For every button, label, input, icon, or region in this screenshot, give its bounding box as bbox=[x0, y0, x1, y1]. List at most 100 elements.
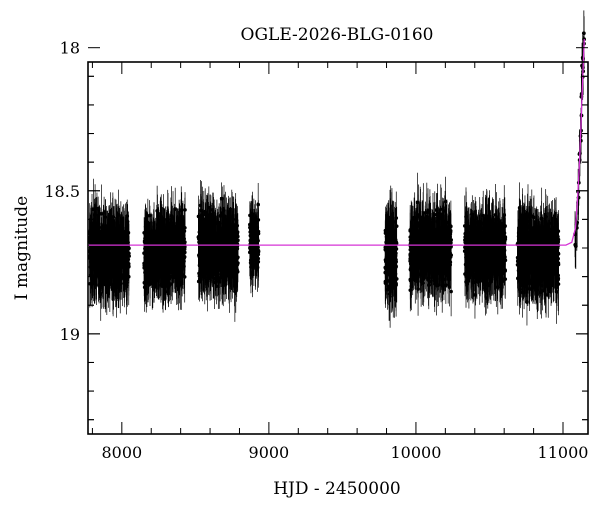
season-4 bbox=[383, 185, 399, 328]
data-point bbox=[108, 232, 112, 236]
season-0 bbox=[87, 178, 131, 321]
data-point bbox=[111, 218, 115, 223]
data-point bbox=[103, 262, 108, 266]
data-point bbox=[93, 275, 97, 280]
data-point bbox=[99, 238, 104, 243]
data-point bbox=[222, 208, 226, 212]
data-point bbox=[106, 229, 111, 233]
data-point bbox=[164, 249, 168, 254]
data-point bbox=[104, 247, 109, 252]
data-point bbox=[210, 236, 215, 241]
data-point bbox=[179, 255, 183, 259]
data-point bbox=[174, 261, 179, 266]
data-point bbox=[109, 221, 114, 226]
data-point bbox=[115, 225, 120, 230]
data-point bbox=[172, 231, 177, 236]
data-point bbox=[199, 250, 204, 254]
chart-title: OGLE-2026-BLG-0160 bbox=[241, 25, 434, 45]
data-point bbox=[176, 286, 181, 290]
data-point bbox=[201, 254, 206, 258]
data-point bbox=[169, 226, 174, 231]
data-point bbox=[111, 282, 116, 287]
data-point bbox=[216, 268, 221, 272]
data-point bbox=[233, 289, 237, 294]
data-point bbox=[114, 282, 119, 287]
data-point bbox=[388, 294, 392, 299]
data-point bbox=[112, 268, 117, 272]
plot-area bbox=[87, 10, 586, 328]
data-point bbox=[197, 277, 202, 281]
data-point bbox=[174, 279, 179, 283]
data-point bbox=[252, 247, 257, 252]
data-point bbox=[161, 230, 165, 235]
data-point bbox=[155, 208, 159, 213]
data-point bbox=[117, 279, 121, 284]
data-point bbox=[201, 241, 206, 246]
data-point bbox=[97, 225, 102, 230]
data-point bbox=[386, 233, 390, 238]
data-point bbox=[219, 196, 224, 201]
data-point bbox=[124, 258, 129, 263]
data-point bbox=[145, 245, 149, 249]
data-point bbox=[394, 216, 399, 220]
data-point bbox=[90, 282, 94, 286]
data-point bbox=[157, 248, 162, 252]
data-point bbox=[392, 247, 396, 252]
data-point bbox=[206, 269, 211, 274]
data-point bbox=[226, 220, 231, 224]
data-point bbox=[143, 261, 147, 265]
data-point bbox=[220, 248, 225, 253]
season-3 bbox=[247, 182, 261, 298]
data-point bbox=[170, 252, 175, 257]
data-point bbox=[224, 239, 228, 244]
data-point bbox=[157, 253, 161, 257]
data-point bbox=[178, 283, 183, 287]
data-point bbox=[118, 253, 123, 258]
data-point bbox=[100, 266, 104, 270]
data-point bbox=[212, 226, 216, 231]
data-point bbox=[91, 241, 95, 245]
data-point bbox=[148, 256, 153, 261]
data-point bbox=[224, 225, 229, 229]
data-point bbox=[227, 273, 231, 277]
data-point bbox=[223, 274, 228, 278]
data-point bbox=[449, 289, 453, 294]
data-point bbox=[231, 257, 236, 262]
data-point bbox=[182, 255, 187, 260]
data-point bbox=[96, 252, 100, 257]
data-point bbox=[176, 236, 181, 240]
data-point bbox=[208, 228, 212, 233]
data-point bbox=[208, 274, 212, 279]
data-point bbox=[256, 218, 261, 222]
data-point bbox=[228, 239, 233, 244]
data-point bbox=[408, 288, 413, 292]
data-point bbox=[221, 261, 226, 266]
data-point bbox=[167, 276, 172, 281]
data-point bbox=[180, 240, 185, 244]
data-point bbox=[386, 279, 391, 283]
data-point bbox=[234, 239, 239, 244]
data-point bbox=[224, 256, 229, 260]
data-point bbox=[127, 264, 131, 269]
data-point bbox=[163, 273, 167, 278]
data-point bbox=[255, 250, 260, 255]
data-point bbox=[250, 212, 255, 217]
data-point bbox=[211, 272, 215, 277]
data-point bbox=[100, 247, 105, 252]
data-point bbox=[109, 269, 114, 273]
data-point bbox=[383, 266, 388, 271]
data-point bbox=[196, 234, 201, 239]
data-point bbox=[168, 240, 172, 245]
data-point bbox=[206, 237, 210, 242]
data-point bbox=[183, 250, 187, 255]
season-1 bbox=[142, 185, 187, 313]
data-point bbox=[153, 272, 158, 276]
data-point bbox=[248, 260, 253, 265]
data-point bbox=[203, 261, 208, 266]
data-point bbox=[120, 257, 124, 262]
data-point bbox=[248, 233, 253, 238]
season-2 bbox=[196, 180, 240, 322]
data-point bbox=[251, 232, 256, 237]
data-point bbox=[107, 267, 111, 271]
